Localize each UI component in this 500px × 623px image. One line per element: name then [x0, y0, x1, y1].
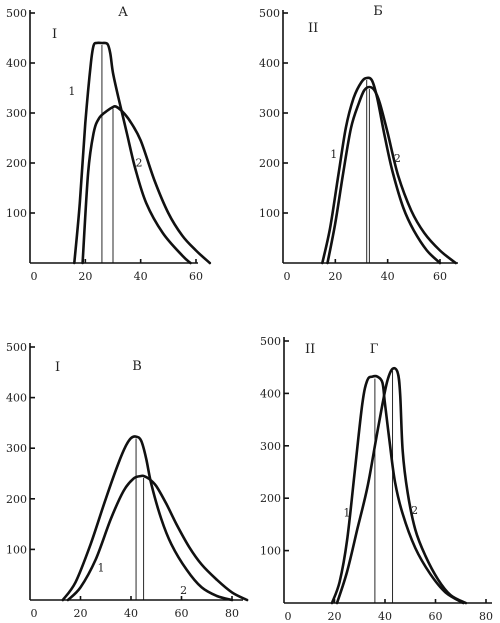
y-tick-label: 400 [259, 57, 280, 70]
chart-panel-4: 100 200 300 400 500 0 20 40 60 80 II Г 1 2 [260, 335, 493, 623]
series-1-label: 1 [68, 85, 75, 98]
y-tick-label: 100 [6, 207, 27, 220]
x-tick-label: 60 [433, 270, 447, 283]
y-tick-label: 500 [259, 7, 280, 20]
y-tick-label: 200 [6, 157, 27, 170]
series-1-label: 1 [98, 562, 105, 575]
x-tick-label: 0 [31, 270, 38, 283]
chart-panel-1: 100 200 300 400 500 0 20 40 60 I А 1 2 [6, 5, 212, 283]
x-tick-label: 20 [328, 270, 342, 283]
y-tick-label: 200 [260, 492, 281, 505]
panel-letter-label: Г [370, 342, 379, 357]
series-2-line [66, 474, 249, 602]
y-tick-label: 500 [6, 7, 27, 20]
x-tick-label: 60 [189, 270, 203, 283]
y-tick-label: 400 [6, 392, 27, 405]
panel-letter-label: В [132, 359, 142, 374]
x-tick-label: 0 [284, 270, 291, 283]
x-tick-label: 20 [328, 610, 342, 623]
x-tick-label: 40 [381, 270, 395, 283]
y-tick-label: 400 [260, 387, 281, 400]
y-tick-label: 300 [260, 440, 281, 453]
y-tick-label: 500 [260, 335, 281, 348]
series-2-label: 2 [180, 584, 187, 597]
panel-roman-label: I [52, 27, 57, 42]
panel-letter-label: Б [373, 4, 383, 19]
x-tick-label: 20 [74, 607, 88, 620]
series-2-line [326, 85, 457, 265]
panel-roman-label: II [308, 21, 318, 36]
y-tick-label: 500 [6, 341, 27, 354]
x-tick-label: 40 [378, 610, 392, 623]
series-1-label: 1 [330, 148, 337, 161]
y-tick-label: 100 [260, 545, 281, 558]
y-tick-label: 300 [6, 442, 27, 455]
x-tick-label: 80 [225, 607, 239, 620]
x-tick-label: 60 [175, 607, 189, 620]
series-1-label: 1 [343, 507, 350, 520]
x-tick-label: 40 [134, 270, 148, 283]
x-tick-label: 20 [78, 270, 92, 283]
series-2-label: 2 [394, 152, 401, 165]
panel-letter-label: А [118, 5, 128, 20]
y-tick-label: 300 [6, 107, 27, 120]
y-tick-label: 200 [259, 157, 280, 170]
y-tick-label: 200 [6, 493, 27, 506]
panel-roman-label: I [55, 360, 60, 375]
x-tick-label: 80 [479, 610, 493, 623]
chart-panel-2: 100 200 300 400 500 0 20 40 60 II Б 1 2 [259, 4, 458, 283]
series-1-line [330, 374, 465, 605]
series-1-line [61, 435, 234, 602]
chart-panel-3: 100 200 300 400 500 0 20 40 60 80 I В 1 2 [6, 341, 249, 620]
y-tick-label: 300 [259, 107, 280, 120]
series-1-line [321, 76, 442, 265]
series-2-line [335, 366, 468, 605]
x-tick-label: 0 [31, 607, 38, 620]
y-tick-label: 400 [6, 57, 27, 70]
y-tick-label: 100 [6, 543, 27, 556]
series-2-label: 2 [411, 504, 418, 517]
series-2-label: 2 [136, 157, 143, 170]
panel-roman-label: II [305, 342, 315, 357]
x-tick-label: 0 [285, 610, 292, 623]
x-tick-label: 40 [124, 607, 138, 620]
series-1-line [73, 41, 192, 265]
x-tick-label: 60 [429, 610, 443, 623]
y-tick-label: 100 [259, 207, 280, 220]
series-2-line [81, 104, 212, 265]
